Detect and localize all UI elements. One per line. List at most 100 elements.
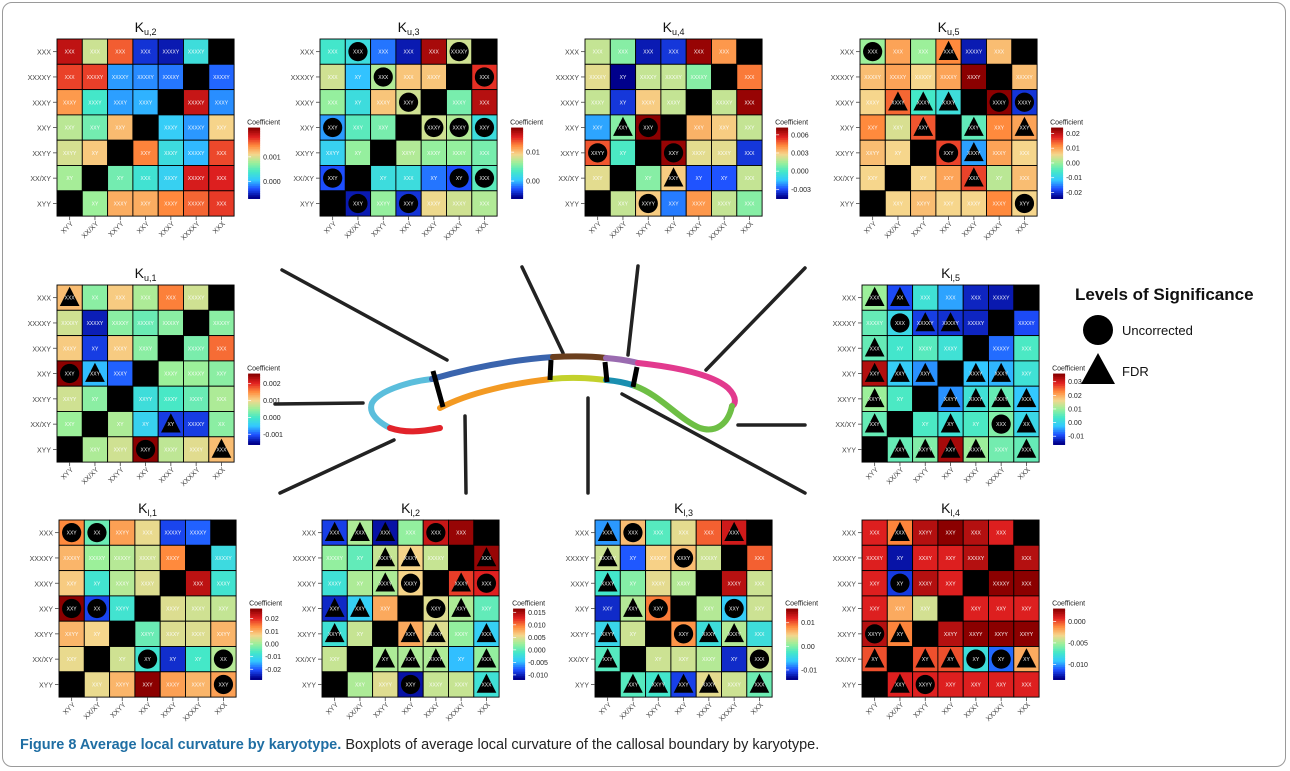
colorbar-tick-label: 0.02 <box>1068 393 1082 400</box>
heatmap-cell <box>157 139 184 166</box>
colorbar-step <box>248 405 261 408</box>
cell-label: XXX <box>704 531 715 537</box>
colorbar-step <box>250 675 263 679</box>
cell-label: XXXY <box>692 201 706 207</box>
heatmap-cell <box>962 544 989 572</box>
colorbar-step <box>513 631 526 634</box>
colorbar-step <box>513 647 526 650</box>
colorbar-step <box>1051 194 1064 198</box>
cell-label: XXX <box>946 296 957 302</box>
cell-label: XY <box>620 100 627 106</box>
significance-triangle-marker <box>938 40 959 60</box>
cell-label: XXY <box>719 126 730 132</box>
significance-circle-marker <box>426 598 446 619</box>
colorbar-step <box>513 654 526 657</box>
panel-title: Ku,5 <box>938 19 960 37</box>
colorbar-title: Coefficient <box>1050 120 1083 127</box>
significance-circle-marker <box>938 143 959 163</box>
colorbar-step <box>1051 155 1064 159</box>
colorbar-step <box>1053 419 1066 422</box>
colorbar-step <box>248 442 261 445</box>
heatmap-cell <box>859 89 886 116</box>
cell-label: XXY <box>946 581 957 587</box>
heatmap-cell <box>107 360 134 387</box>
significance-triangle-marker <box>350 521 370 541</box>
cell-label: XXY <box>971 682 982 688</box>
cell-label: XXXY <box>727 581 741 587</box>
row-tick-label: XXX <box>840 50 854 57</box>
colorbar-step <box>776 132 789 136</box>
heatmap-cell <box>910 139 937 166</box>
heatmap-cell <box>884 114 912 141</box>
heatmap-cell <box>395 63 422 91</box>
significance-circle-marker <box>991 414 1011 434</box>
cell-label: XXX <box>481 682 492 688</box>
cell-label: XY <box>696 176 703 182</box>
cell-label: XXYY <box>139 397 153 403</box>
colorbar-step <box>786 645 799 649</box>
cell-label: XXX <box>744 151 755 157</box>
cell-label: XX <box>220 657 227 663</box>
row-tick-label: XXXY <box>837 581 856 588</box>
cell-label: XXY <box>895 607 906 613</box>
cell-label: XXXY <box>166 632 180 638</box>
cell-label: XXXXY <box>87 321 104 327</box>
significance-triangle-marker <box>965 387 986 408</box>
heatmap-cell <box>208 335 235 362</box>
significance-triangle-marker <box>890 438 910 458</box>
cell-label: XXY <box>969 126 980 132</box>
row-tick-label: XX/XY <box>835 657 856 664</box>
colorbar-step <box>248 433 261 437</box>
cell-label: XXXY <box>454 581 468 587</box>
colorbar-step <box>776 184 789 187</box>
heatmap-cell <box>107 139 134 166</box>
row-tick-label: XXXY <box>32 100 51 107</box>
significance-triangle-marker <box>991 362 1012 382</box>
colorbar-step <box>248 396 261 399</box>
colorbar-step <box>248 378 261 382</box>
row-tick-label: XYY <box>840 201 854 208</box>
colorbar-step <box>1053 396 1066 399</box>
colorbar-step <box>1053 391 1066 394</box>
cell-label: XXY <box>355 607 366 613</box>
heatmap-cell <box>132 63 159 91</box>
cell-label: XY <box>731 657 738 663</box>
heatmap-cell <box>132 38 159 65</box>
heatmap-cell <box>370 38 397 65</box>
col-tick-label: XXYY <box>108 220 126 238</box>
cell-label: XXYY <box>63 397 77 403</box>
heatmap-cell <box>746 544 773 572</box>
panel-title: Ku,3 <box>398 19 420 37</box>
col-tick-label: XXYY <box>373 701 391 719</box>
cell-label: XXXXY <box>213 321 230 327</box>
cell-label: XXX <box>216 447 227 453</box>
cell-label: XXXY <box>429 682 443 688</box>
heatmap-cell <box>208 139 235 166</box>
heatmap-cell <box>132 309 159 337</box>
heatmap-cell <box>471 139 498 166</box>
cell-label: XY <box>92 346 99 352</box>
row-tick-label: XXXXY <box>293 556 317 563</box>
cell-label: XXYY <box>919 682 933 688</box>
cell-label: XXXY <box>717 201 731 207</box>
cell-label: XXX <box>679 531 690 537</box>
cell-label: XXXXY <box>917 321 934 327</box>
colorbar-step <box>786 665 799 668</box>
colorbar-step <box>250 643 263 647</box>
colorbar-step <box>511 175 524 178</box>
heatmap-cell <box>370 139 397 166</box>
col-tick-label: XXY <box>941 466 956 481</box>
heatmap-cell <box>420 89 447 116</box>
colorbar-title: Coefficient <box>775 120 808 127</box>
colorbar-step <box>250 626 263 629</box>
cell-label: XXY <box>895 372 906 378</box>
cell-label: XXXY <box>63 100 77 106</box>
heatmap-cell <box>56 190 83 217</box>
cell-label: XXY <box>643 126 654 132</box>
colorbar-step <box>1053 652 1066 656</box>
significance-circle-marker <box>87 598 107 619</box>
heatmap-cell <box>645 570 672 597</box>
colorbar-step <box>511 171 524 175</box>
cell-label: XXX <box>618 50 629 56</box>
